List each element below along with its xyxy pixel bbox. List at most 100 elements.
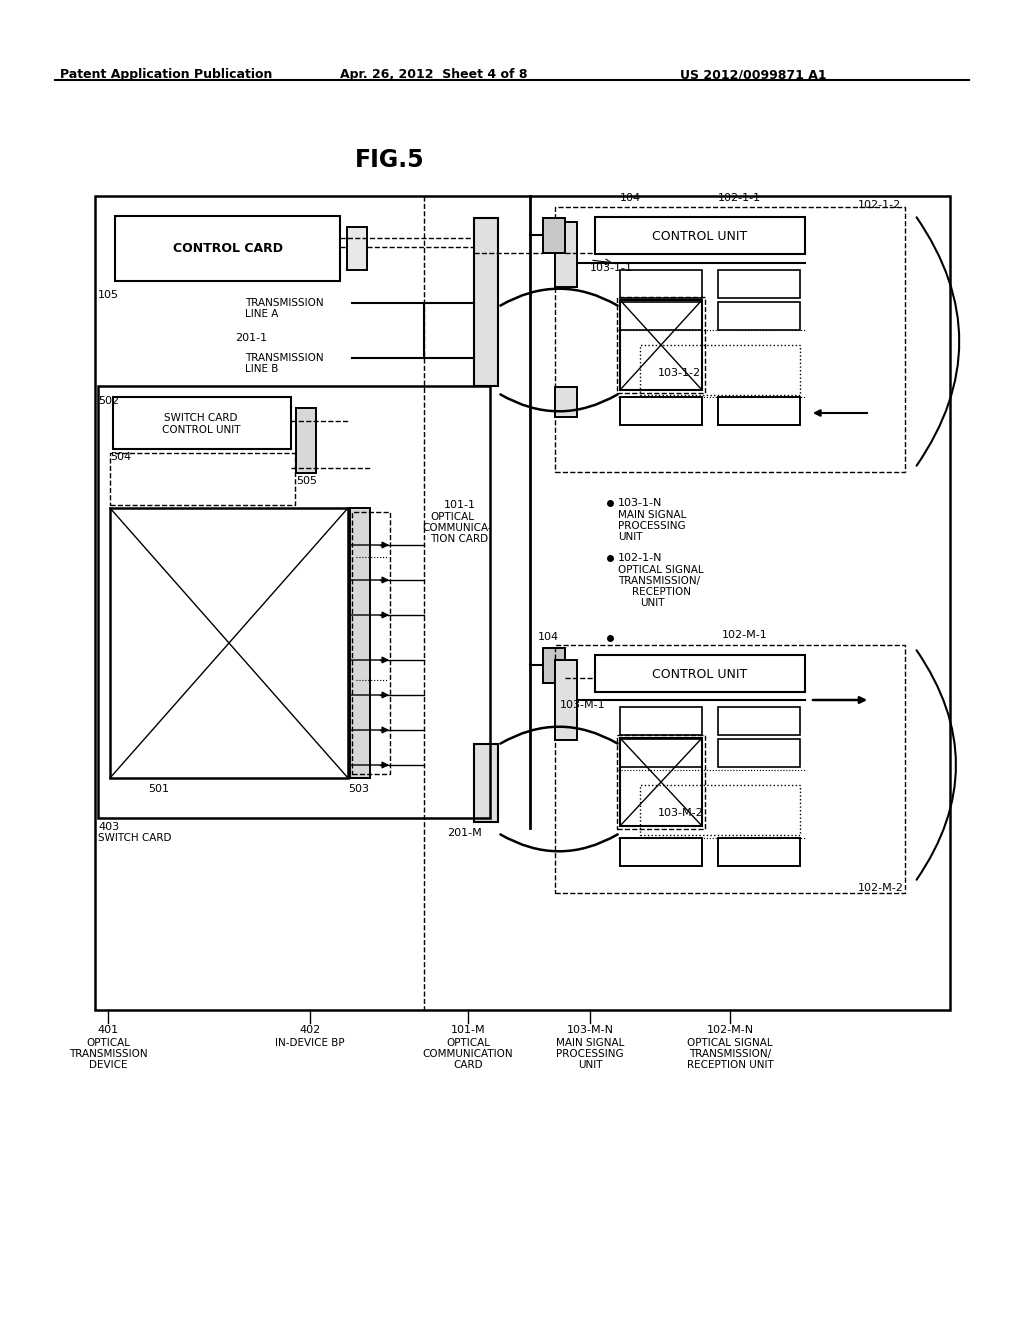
Text: RECEPTION: RECEPTION — [632, 587, 691, 597]
Bar — [555, 387, 577, 417]
Bar — [543, 648, 565, 682]
Bar — [110, 453, 295, 506]
Text: SWITCH CARD
CONTROL UNIT: SWITCH CARD CONTROL UNIT — [162, 413, 241, 434]
Bar — [352, 512, 390, 774]
Text: FIG.5: FIG.5 — [355, 148, 425, 172]
Text: 101-M: 101-M — [451, 1026, 485, 1035]
Bar — [718, 397, 800, 425]
Bar — [718, 708, 800, 735]
Text: 201-1: 201-1 — [234, 333, 267, 343]
Text: COMMUNICA-: COMMUNICA- — [422, 523, 492, 533]
Text: OPTICAL SIGNAL: OPTICAL SIGNAL — [687, 1038, 773, 1048]
Bar — [98, 385, 490, 818]
Text: DEVICE: DEVICE — [89, 1060, 127, 1071]
Text: 102-1-N: 102-1-N — [618, 553, 663, 564]
Text: 102-1-2: 102-1-2 — [858, 201, 901, 210]
Text: 103-1-N: 103-1-N — [618, 498, 663, 508]
Text: UNIT: UNIT — [640, 598, 665, 609]
Text: 104: 104 — [538, 632, 559, 642]
Text: 102-M-2: 102-M-2 — [858, 883, 904, 894]
Text: 201-M: 201-M — [447, 828, 481, 838]
Text: 103-1-1: 103-1-1 — [590, 263, 633, 273]
Text: CONTROL UNIT: CONTROL UNIT — [652, 668, 748, 681]
Text: CARD: CARD — [454, 1060, 482, 1071]
Text: OPTICAL: OPTICAL — [86, 1038, 130, 1048]
Text: 502: 502 — [98, 396, 119, 407]
Bar — [620, 397, 702, 425]
Text: TION CARD: TION CARD — [430, 535, 488, 544]
Bar — [474, 218, 498, 385]
Text: 503: 503 — [348, 784, 369, 795]
Text: Patent Application Publication: Patent Application Publication — [60, 69, 272, 81]
Text: 103-M-N: 103-M-N — [566, 1026, 613, 1035]
Text: OPTICAL: OPTICAL — [430, 512, 474, 521]
Bar — [115, 216, 340, 281]
Bar — [620, 739, 702, 767]
Text: MAIN SIGNAL: MAIN SIGNAL — [618, 510, 686, 520]
Text: 105: 105 — [98, 290, 119, 300]
Bar — [595, 216, 805, 253]
Bar — [555, 660, 577, 741]
Text: 102-M-1: 102-M-1 — [722, 630, 768, 640]
Text: PROCESSING: PROCESSING — [556, 1049, 624, 1059]
Text: 102-M-N: 102-M-N — [707, 1026, 754, 1035]
Bar — [543, 218, 565, 253]
Text: 103-M-2: 103-M-2 — [658, 808, 703, 818]
Text: 505: 505 — [296, 477, 317, 486]
Text: 501: 501 — [148, 784, 169, 795]
Text: 403: 403 — [98, 822, 119, 832]
Text: IN-DEVICE BP: IN-DEVICE BP — [275, 1038, 345, 1048]
Text: RECEPTION UNIT: RECEPTION UNIT — [687, 1060, 773, 1071]
Text: OPTICAL: OPTICAL — [446, 1038, 490, 1048]
Text: TRANSMISSION: TRANSMISSION — [245, 298, 324, 308]
Text: CONTROL UNIT: CONTROL UNIT — [652, 231, 748, 243]
Text: Apr. 26, 2012  Sheet 4 of 8: Apr. 26, 2012 Sheet 4 of 8 — [340, 69, 527, 81]
Bar — [555, 207, 905, 473]
Bar — [620, 271, 702, 298]
Text: TRANSMISSION: TRANSMISSION — [69, 1049, 147, 1059]
Bar — [640, 345, 800, 395]
Bar — [595, 655, 805, 692]
Bar — [718, 302, 800, 330]
Bar — [620, 397, 702, 425]
Bar — [350, 508, 370, 777]
Bar — [718, 397, 800, 425]
Bar — [718, 739, 800, 767]
Text: UNIT: UNIT — [618, 532, 642, 543]
Text: COMMUNICATION: COMMUNICATION — [423, 1049, 513, 1059]
Bar — [620, 302, 702, 330]
Bar — [620, 738, 702, 826]
Text: CONTROL CARD: CONTROL CARD — [173, 242, 283, 255]
Bar — [640, 785, 800, 836]
Bar — [617, 735, 705, 829]
Text: 401: 401 — [97, 1026, 119, 1035]
Bar — [555, 222, 577, 286]
Text: 102-1-1: 102-1-1 — [718, 193, 761, 203]
Text: MAIN SIGNAL: MAIN SIGNAL — [556, 1038, 625, 1048]
Bar — [620, 300, 702, 389]
FancyArrowPatch shape — [916, 218, 959, 466]
FancyArrowPatch shape — [916, 651, 956, 879]
Text: PROCESSING: PROCESSING — [618, 521, 686, 531]
Text: 402: 402 — [299, 1026, 321, 1035]
Text: LINE A: LINE A — [245, 309, 279, 319]
Bar — [718, 271, 800, 298]
Bar — [474, 744, 498, 822]
Text: 101-1: 101-1 — [444, 500, 476, 510]
Bar — [95, 195, 950, 1010]
Bar — [620, 708, 702, 735]
Text: 104: 104 — [620, 193, 641, 203]
Text: SWITCH CARD: SWITCH CARD — [98, 833, 171, 843]
Bar — [620, 838, 702, 866]
Bar — [718, 838, 800, 866]
Text: TRANSMISSION/: TRANSMISSION/ — [689, 1049, 771, 1059]
Text: OPTICAL SIGNAL: OPTICAL SIGNAL — [618, 565, 703, 576]
Bar — [617, 297, 705, 393]
Bar — [296, 408, 316, 473]
Bar — [555, 645, 905, 894]
Text: 103-1-2: 103-1-2 — [658, 368, 701, 378]
Bar — [110, 508, 348, 777]
Text: TRANSMISSION/: TRANSMISSION/ — [618, 576, 700, 586]
Text: TRANSMISSION: TRANSMISSION — [245, 352, 324, 363]
Bar — [718, 838, 800, 866]
